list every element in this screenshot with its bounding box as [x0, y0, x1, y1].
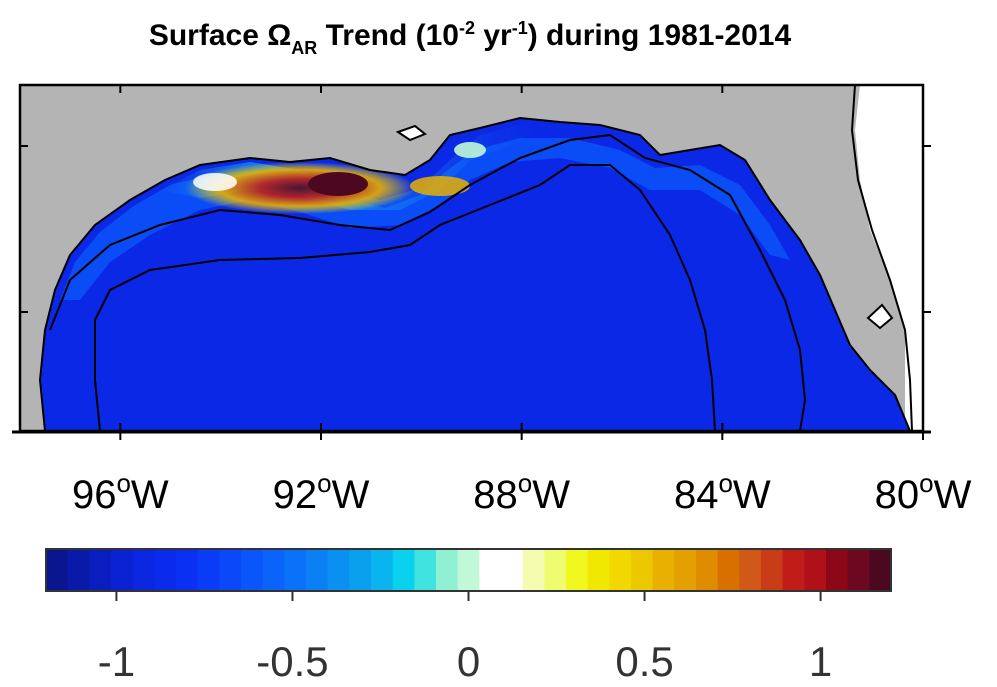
- colorbar-swatch: [414, 549, 437, 591]
- colorbar-tick-label: 0: [457, 638, 480, 685]
- coastline: [38, 116, 911, 431]
- lon-label-number: 88: [473, 473, 518, 517]
- lon-label-degree: o: [116, 468, 130, 498]
- colorbar-swatch: [717, 549, 740, 591]
- colorbar-swatch: [371, 549, 394, 591]
- colorbar-swatch: [262, 549, 285, 591]
- lon-label-degree: o: [518, 468, 532, 498]
- colorbar-swatch: [306, 549, 329, 591]
- colorbar-swatch: [696, 549, 719, 591]
- colorbar-swatch: [739, 549, 762, 591]
- trend-hotspot-core: [308, 172, 368, 196]
- colorbar-ticks: -1 -0.5 0 0.5 1: [98, 591, 832, 685]
- colorbar-swatch: [826, 549, 849, 591]
- colorbar-swatch: [197, 549, 220, 591]
- lake-okeechobee: [866, 303, 894, 330]
- lon-label-degree: o: [317, 468, 331, 498]
- colorbar-swatch: [652, 549, 675, 591]
- lon-label-direction: W: [332, 473, 370, 517]
- longitude-axis: 96oW 92oW 88oW 84oW 80oW: [72, 85, 972, 517]
- lon-tick-label: 92oW: [273, 468, 370, 517]
- colorbar-swatch: [479, 549, 502, 591]
- colorbar-swatch: [327, 549, 350, 591]
- lon-label-number: 84: [674, 473, 719, 517]
- colorbar-swatch: [631, 549, 654, 591]
- lon-label-degree: o: [718, 468, 732, 498]
- colorbar-swatch: [349, 549, 372, 591]
- colorbar-tick-label: -1: [98, 638, 135, 685]
- isobath-deep: [94, 164, 716, 431]
- lon-label-degree: o: [919, 468, 933, 498]
- colorbar-swatch: [67, 549, 90, 591]
- lon-label-direction: W: [733, 473, 771, 517]
- colorbar-swatch: [782, 549, 805, 591]
- trend-hotspot-east: [410, 176, 470, 196]
- lon-tick-label: 96oW: [72, 468, 169, 517]
- isobath-shallow: [49, 133, 807, 431]
- colorbar-swatch: [392, 549, 415, 591]
- colorbar-tick-label: 1: [809, 638, 832, 685]
- map-title: Surface ΩAR Trend (10-2 yr-1) during 198…: [148, 18, 792, 58]
- colorbar-swatch: [869, 549, 892, 591]
- colorbar-swatch: [761, 549, 784, 591]
- lake-pontchartrain: [395, 124, 427, 142]
- colorbar-swatch: [609, 549, 632, 591]
- lon-label-direction: W: [532, 473, 570, 517]
- colorbar-tick-label: 0.5: [615, 638, 673, 685]
- colorbar-swatch: [544, 549, 567, 591]
- florida-east-coast: [850, 85, 913, 431]
- colorbar-tick-label: -0.5: [256, 638, 328, 685]
- colorbar-swatch: [501, 549, 524, 591]
- colorbar-swatch: [154, 549, 177, 591]
- colorbar-swatch: [457, 549, 480, 591]
- colorbar-swatch: [219, 549, 242, 591]
- lon-label-direction: W: [934, 473, 972, 517]
- colorbar-swatch: [847, 549, 870, 591]
- colorbar: [46, 549, 892, 591]
- colorbar-swatch: [111, 549, 134, 591]
- trend-white-spot-2: [454, 142, 486, 158]
- colorbar-swatch: [176, 549, 199, 591]
- lon-tick-label: 80oW: [875, 468, 972, 517]
- colorbar-swatch: [804, 549, 827, 591]
- lon-label-number: 92: [273, 473, 318, 517]
- lon-tick-label: 84oW: [674, 468, 771, 517]
- colorbar-swatch: [522, 549, 545, 591]
- colorbar-swatch: [89, 549, 112, 591]
- colorbar-swatch: [674, 549, 697, 591]
- colorbar-swatch: [132, 549, 155, 591]
- lon-label-direction: W: [131, 473, 169, 517]
- colorbar-swatch: [587, 549, 610, 591]
- colorbar-swatch: [241, 549, 264, 591]
- lon-tick-label: 88oW: [473, 468, 570, 517]
- lon-label-number: 96: [72, 473, 117, 517]
- colorbar-swatch: [436, 549, 459, 591]
- lon-label-number: 80: [875, 473, 920, 517]
- colorbar-swatch: [284, 549, 307, 591]
- trend-white-spot: [193, 173, 237, 191]
- colorbar-swatch: [46, 549, 69, 591]
- colorbar-swatch: [566, 549, 589, 591]
